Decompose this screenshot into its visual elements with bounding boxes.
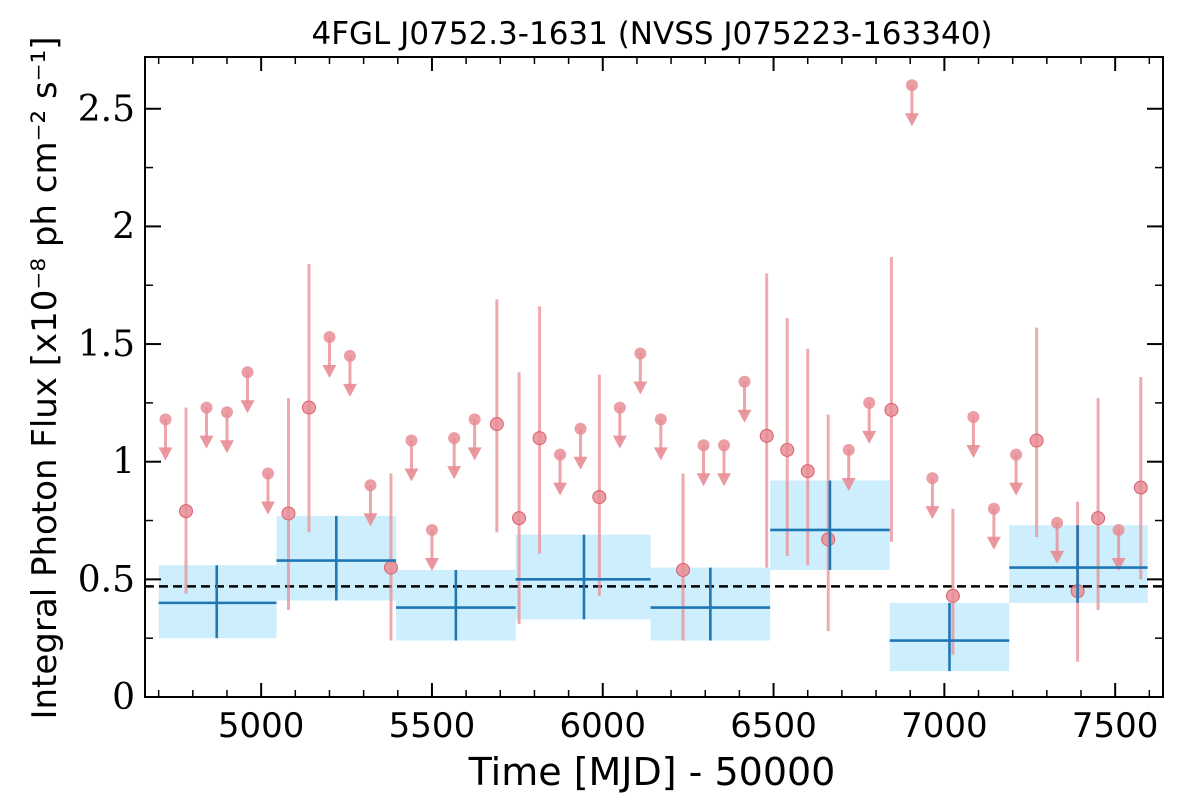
detection-point-9 [759, 428, 774, 443]
detection-point-1 [281, 506, 296, 521]
upper-limit-point-24 [967, 411, 980, 423]
upper-limit-arrow-21 [862, 430, 877, 444]
upper-limit-arrow-5 [322, 365, 337, 378]
x-tick-label-1: 5500 [389, 706, 476, 746]
upper-limit-arrow-13 [573, 456, 588, 470]
upper-limit-point-18 [718, 439, 731, 452]
upper-limit-point-8 [405, 434, 418, 447]
upper-limit-point-9 [425, 523, 438, 536]
detection-point-5 [512, 511, 527, 526]
y-tick-label-0: 0 [112, 677, 135, 718]
detection-point-4 [489, 417, 504, 432]
upper-limit-point-28 [1112, 523, 1125, 536]
upper-limit-point-27 [1051, 516, 1064, 529]
upper-limit-point-16 [654, 413, 667, 426]
detection-point-17 [1091, 511, 1106, 526]
upper-limit-point-15 [634, 347, 647, 360]
upper-limit-point-6 [343, 349, 356, 362]
y-tick-label-5: 2.5 [78, 89, 135, 130]
upper-limit-arrow-17 [696, 473, 711, 487]
upper-limit-point-21 [863, 396, 876, 409]
upper-limit-arrow-28 [1111, 557, 1126, 571]
detection-point-0 [178, 504, 193, 519]
x-tick-label-0: 5000 [218, 706, 305, 746]
y-axis-label: Integral Photon Flux [x10⁻⁸ ph cm⁻² s⁻¹] [25, 36, 65, 719]
upper-limit-point-26 [1010, 448, 1023, 461]
x-axis-label: Time [MJD] - 50000 [468, 750, 836, 794]
plot-frame [144, 56, 1164, 698]
upper-limit-arrow-7 [363, 513, 378, 527]
y-tick-label-2: 1 [112, 442, 135, 483]
detection-point-10 [780, 442, 795, 457]
upper-limit-point-20 [842, 443, 855, 456]
upper-limit-arrow-12 [553, 482, 568, 496]
plot-area: 5000 5500 6000 6500 7000 7500 0 0.5 1 1.5 2 2.5 [78, 56, 1164, 746]
upper-limit-arrow-9 [424, 557, 439, 571]
upper-limit-point-12 [554, 448, 567, 461]
upper-limit-arrow-10 [447, 466, 462, 480]
upper-limit-point-22 [905, 79, 918, 92]
upper-limit-arrow-4 [260, 501, 275, 515]
upper-limit-arrow-27 [1050, 550, 1065, 564]
upper-limit-point-25 [987, 502, 1000, 515]
upper-limit-point-7 [364, 479, 377, 492]
detection-point-13 [884, 402, 899, 417]
upper-limit-point-13 [574, 422, 587, 435]
upper-limit-arrow-14 [612, 435, 627, 449]
upper-limit-arrow-15 [633, 381, 648, 395]
detection-point-3 [383, 560, 398, 575]
upper-limit-arrow-11 [467, 447, 482, 461]
detection-point-2 [301, 400, 316, 415]
upper-limit-arrow-23 [925, 506, 940, 520]
upper-limit-arrow-26 [1009, 482, 1024, 496]
detection-point-6 [532, 431, 547, 446]
detection-point-15 [1029, 433, 1044, 448]
upper-limit-arrow-22 [904, 113, 919, 127]
upper-limit-arrow-3 [240, 400, 255, 414]
upper-limit-point-1 [200, 401, 213, 414]
upper-limit-arrow-18 [717, 473, 732, 487]
upper-limit-point-14 [613, 401, 626, 414]
detection-point-14 [945, 588, 960, 603]
upper-limit-point-2 [220, 406, 233, 419]
upper-limit-point-23 [926, 472, 939, 485]
upper-limit-arrow-0 [158, 447, 173, 461]
chart-title: 4FGL J0752.3-1631 (NVSS J075223-163340) [311, 16, 992, 52]
upper-limit-point-19 [738, 375, 751, 388]
y-tick-label-4: 2 [112, 206, 135, 247]
upper-limit-arrow-20 [841, 477, 856, 491]
detection-point-8 [676, 562, 691, 577]
upper-limit-point-0 [159, 413, 172, 426]
y-tick-label-3: 1.5 [78, 324, 135, 365]
x-tick-label-2: 6000 [559, 706, 646, 746]
upper-limit-arrow-24 [966, 445, 981, 458]
upper-limit-point-10 [448, 432, 461, 445]
upper-limit-arrow-1 [199, 435, 214, 449]
detection-point-12 [821, 532, 836, 547]
upper-limit-arrow-2 [219, 440, 234, 454]
upper-limit-point-5 [323, 331, 336, 343]
upper-limit-arrow-25 [986, 536, 1001, 550]
detection-point-7 [592, 490, 607, 504]
y-tick-label-1: 0.5 [78, 559, 135, 600]
upper-limit-point-11 [468, 413, 481, 426]
x-tick-label-4: 7000 [901, 706, 988, 746]
x-tick-label-3: 6500 [730, 706, 817, 746]
upper-limit-arrow-19 [737, 409, 752, 423]
detection-point-11 [800, 464, 815, 479]
detection-point-18 [1133, 480, 1148, 495]
upper-limit-arrow-16 [653, 447, 668, 461]
upper-limit-arrow-6 [342, 383, 357, 397]
x-tick-label-5: 7500 [1072, 706, 1159, 746]
upper-limit-point-17 [697, 439, 710, 452]
upper-limit-arrow-8 [404, 468, 419, 482]
upper-limit-point-4 [261, 467, 274, 480]
upper-limit-point-3 [241, 366, 254, 379]
